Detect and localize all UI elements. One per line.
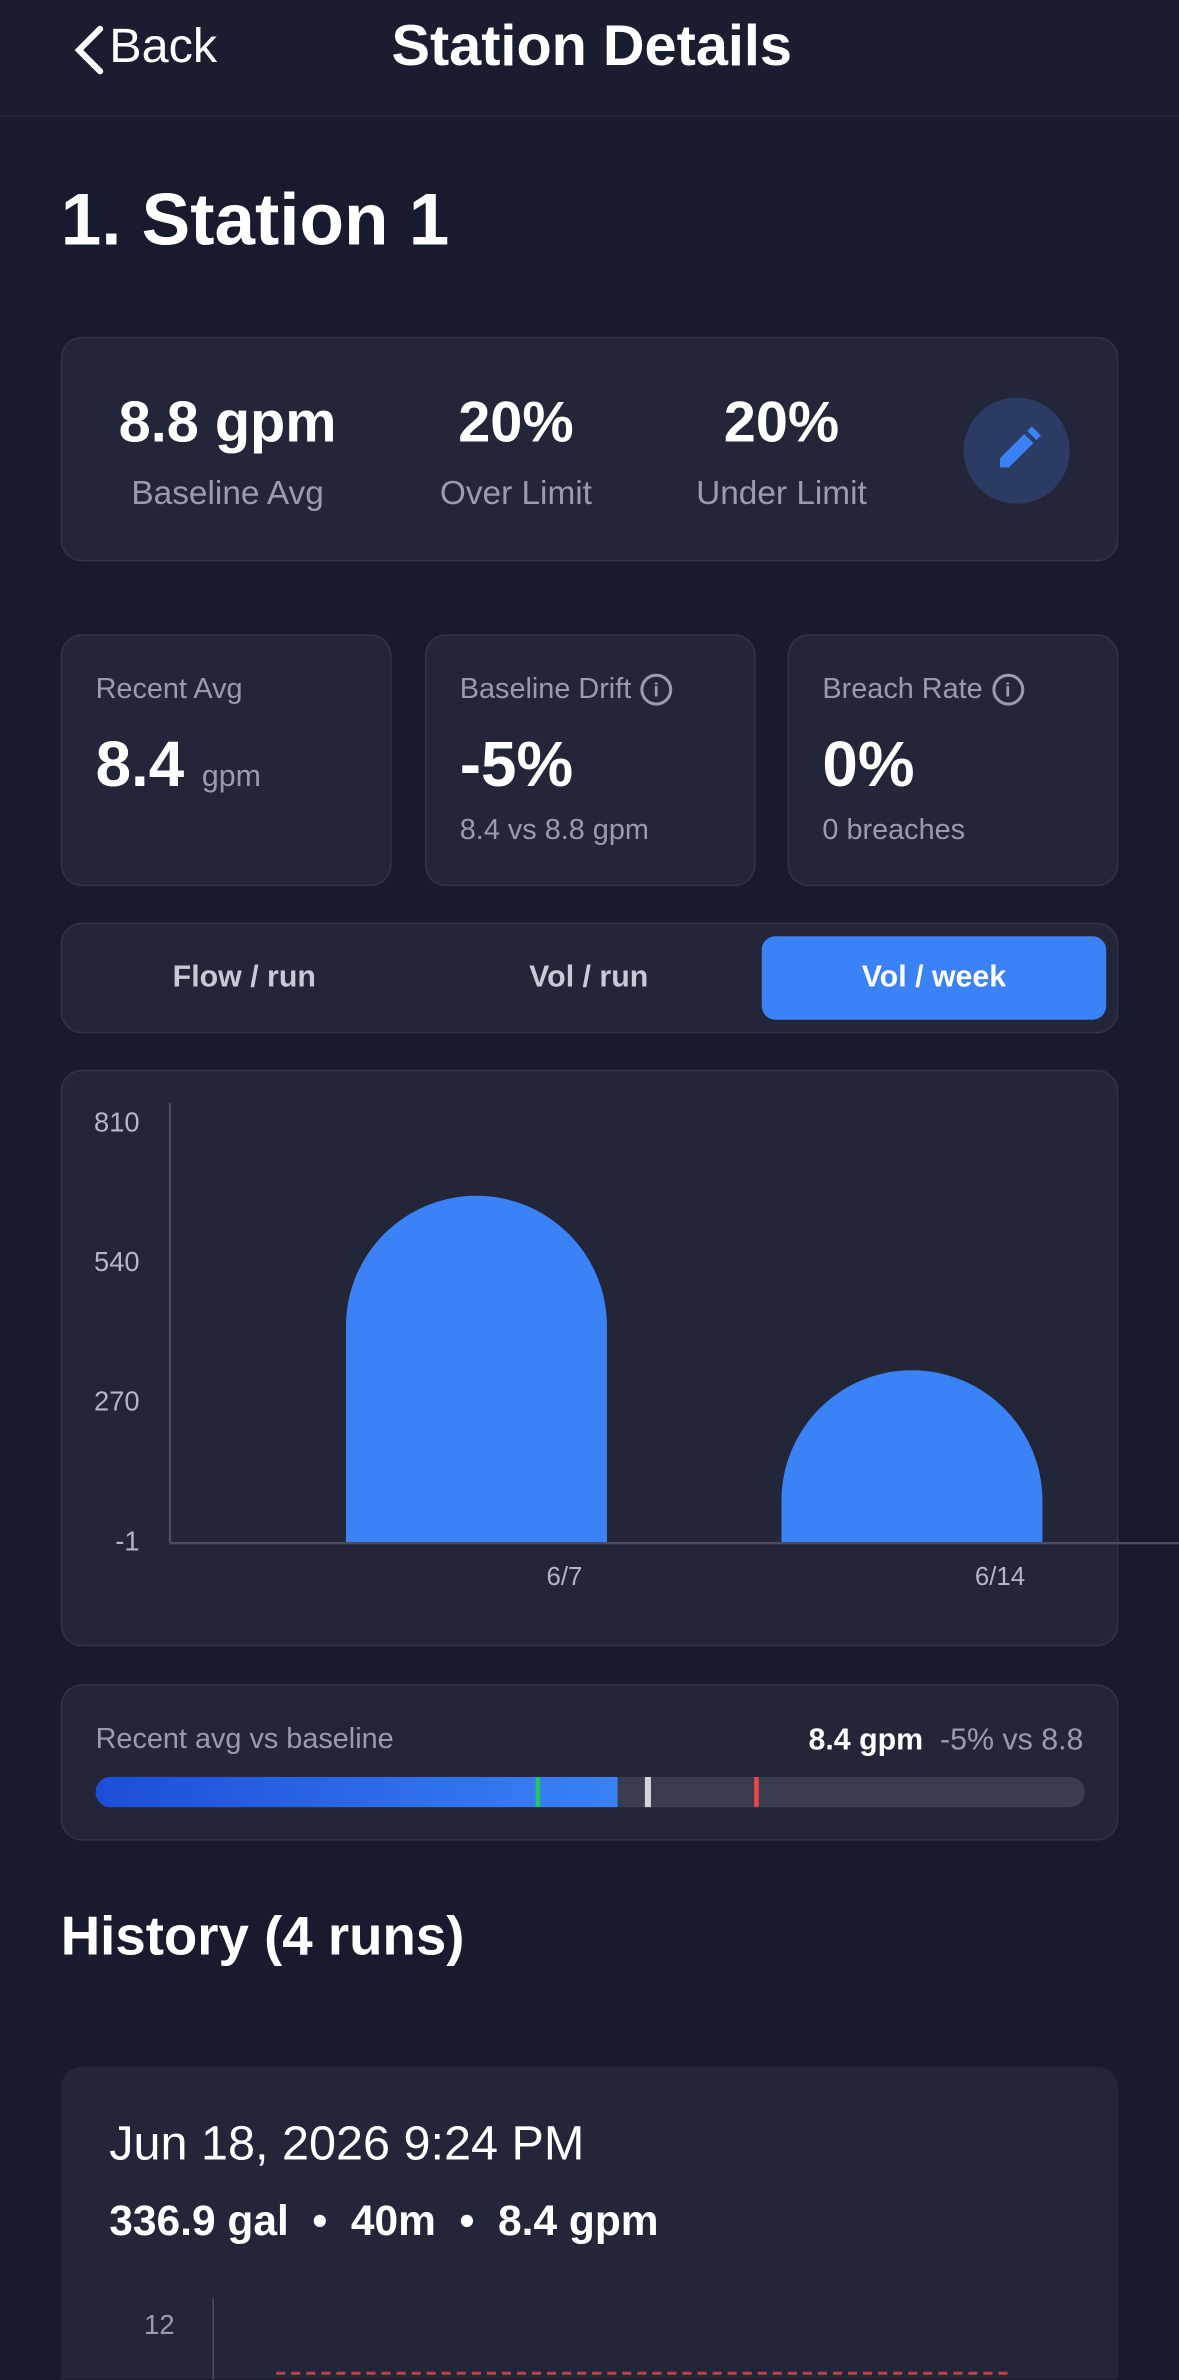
bar (345, 1195, 607, 1543)
stat-label-text: Baseline Drift (459, 673, 632, 706)
summary-value: 20% (723, 391, 840, 456)
station-title: 1. Station 1 (60, 180, 450, 261)
summary-value: 8.8 gpm (118, 391, 337, 456)
y-tick-label: 270 (94, 1385, 140, 1416)
back-icon (74, 25, 104, 74)
stat-unit: gpm (201, 760, 261, 794)
summary-value: 20% (458, 391, 574, 456)
summary-label: Under Limit (696, 473, 867, 512)
comparison-values: 8.4 gpm -5% vs 8.8 (808, 1724, 1083, 1759)
stat-label: Baseline Drift i (459, 673, 673, 707)
run-duration: 40m (350, 2197, 436, 2245)
summary-label: Over Limit (439, 473, 592, 512)
summary-card (60, 336, 1119, 562)
run-flow: 8.4 gpm (498, 2197, 659, 2245)
bar (781, 1370, 1043, 1543)
summary-label: Baseline Avg (131, 473, 324, 512)
comparison-track (95, 1776, 1085, 1808)
stat-sub: 8.4 vs 8.8 gpm (459, 814, 649, 847)
stat-label-text: Breach Rate (822, 673, 983, 706)
info-icon[interactable]: i (640, 674, 673, 707)
chart: -1 270 540 810 6/7 6/14 (94, 1103, 1179, 1591)
x-tick-label: 6/7 (547, 1563, 583, 1591)
marker-high (754, 1776, 759, 1808)
edit-button[interactable] (963, 397, 1070, 504)
stat-card (60, 634, 392, 887)
mini-tick-label: 12 (144, 2309, 175, 2340)
stat-sub: 0 breaches (822, 814, 966, 847)
back-text: Back (109, 18, 218, 73)
x-tick-label: 6/14 (975, 1563, 1025, 1591)
comparison-delta: -5% vs 8.8 (940, 1723, 1084, 1758)
nav-bar (0, 0, 1179, 117)
y-tick-label: -1 (115, 1525, 139, 1556)
tab[interactable]: Vol / run (529, 960, 649, 994)
info-icon[interactable]: i (991, 674, 1024, 707)
run-date: Jun 18, 2026 9:24 PM (109, 2115, 585, 2170)
y-tick-label: 540 (94, 1246, 140, 1277)
mini-limit-line (276, 2371, 1008, 2375)
history-title: History (4 runs) (60, 1904, 465, 1967)
nav-title: Station Details (391, 15, 793, 79)
stat-label: Breach Rate i (822, 673, 1024, 707)
tab-active[interactable]: Vol / week (761, 936, 1107, 1020)
comparison-fill (95, 1776, 618, 1808)
stat-label: Recent Avg (95, 673, 243, 706)
tab[interactable]: Flow / run (172, 960, 316, 994)
comparison-value: 8.4 gpm (808, 1723, 924, 1758)
stat-value: 0% (822, 728, 915, 800)
stat-card (424, 634, 756, 887)
run-stats: 336.9 gal • 40m • 8.4 gpm (109, 2197, 659, 2245)
stat-value: 8.4 gpm (96, 728, 261, 801)
stat-card (787, 634, 1119, 887)
marker-baseline (644, 1776, 651, 1808)
mini-axis (212, 2297, 214, 2380)
back-button[interactable]: Back (70, 18, 217, 80)
run-card[interactable] (60, 2066, 1119, 2380)
edit-icon (999, 426, 1041, 468)
marker-low (535, 1776, 541, 1808)
comparison-card (60, 1684, 1119, 1841)
stat-number: 8.4 (95, 728, 185, 800)
y-tick-label: 810 (94, 1107, 140, 1138)
run-volume: 336.9 gal (109, 2197, 289, 2245)
stat-value: -5% (459, 728, 574, 800)
comparison-label: Recent avg vs baseline (95, 1723, 394, 1756)
